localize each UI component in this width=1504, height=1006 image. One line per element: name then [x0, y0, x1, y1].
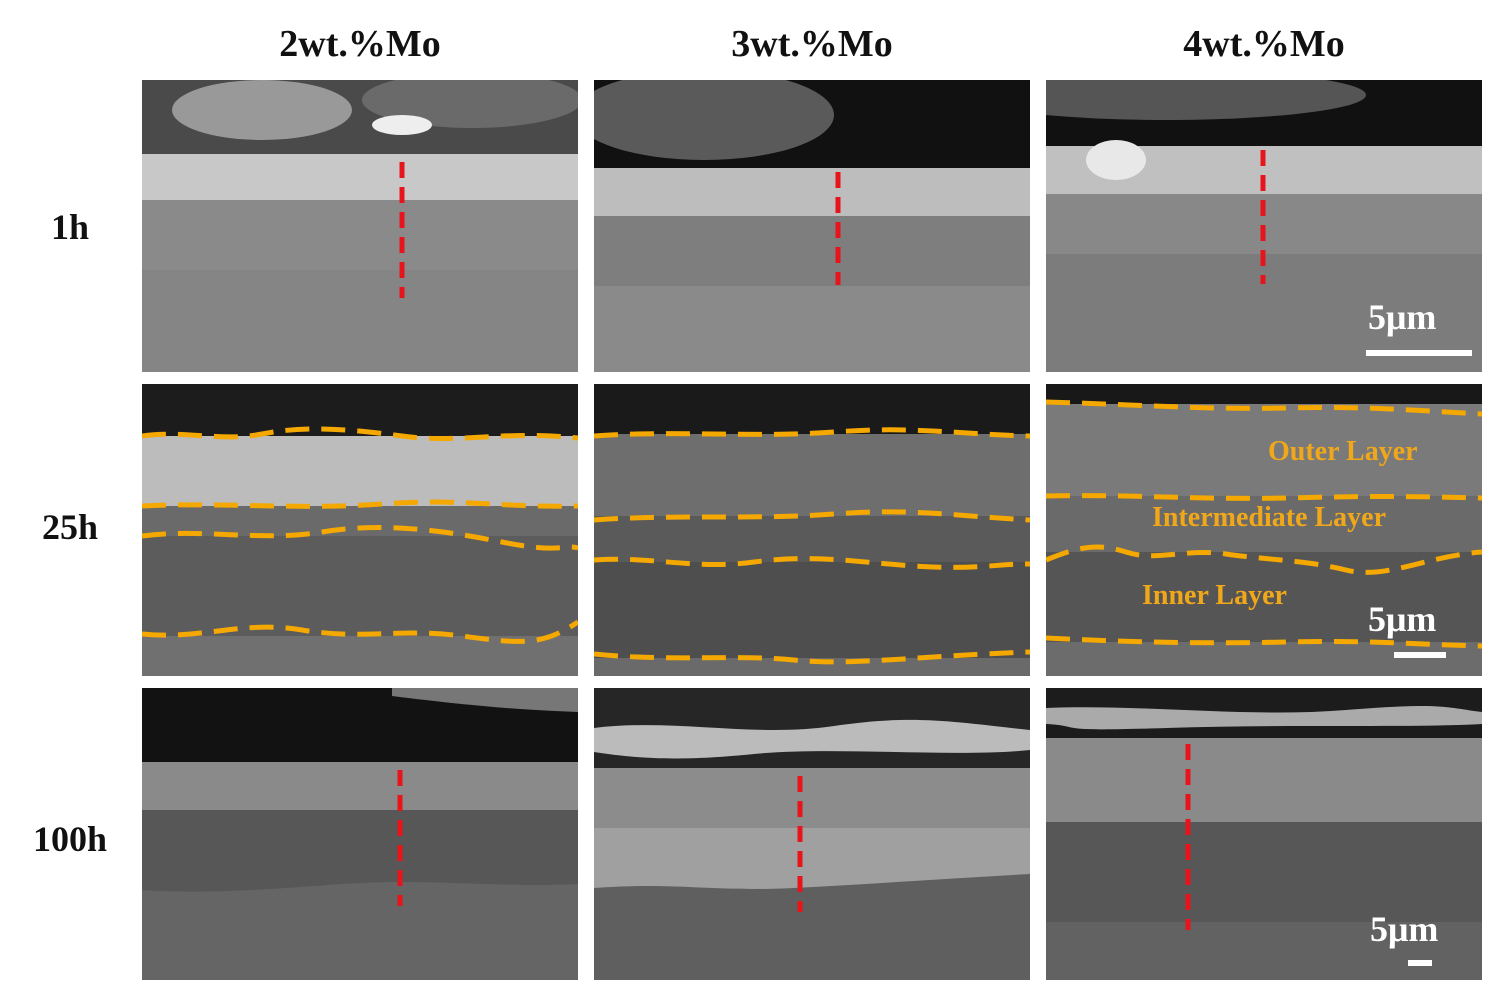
column-title-4wt-mo: 4wt.%Mo [1183, 23, 1345, 65]
row-label-25h: 25h [41, 507, 99, 547]
sem-panel-3wt-100h [594, 688, 1030, 980]
scale-bar [1366, 350, 1472, 356]
row-label-1h: 1h [50, 207, 90, 247]
scale-bar-label: 5μm [1370, 909, 1439, 949]
sem-panel-3wt-25h [594, 384, 1030, 676]
row-label-100h: 100h [32, 819, 108, 859]
inner-layer-label: Inner Layer [1142, 580, 1287, 611]
intermediate-layer-label: Intermediate Layer [1152, 502, 1387, 533]
sem-panel-2wt-1h [142, 80, 578, 372]
sem-panel-4wt-25h: Outer Layer Intermediate Layer Inner Lay… [1046, 384, 1482, 676]
sem-panel-3wt-1h [594, 80, 1030, 372]
scale-bar-label: 5μm [1368, 599, 1437, 639]
outer-layer-label: Outer Layer [1268, 436, 1418, 467]
sem-panel-2wt-25h [142, 384, 578, 676]
scale-bar [1408, 960, 1432, 966]
scale-bar-label: 5μm [1368, 297, 1437, 337]
sem-panel-4wt-100h: 5μm [1046, 688, 1482, 980]
sem-panel-2wt-100h [142, 688, 578, 980]
column-title-2wt-mo: 2wt.%Mo [279, 23, 441, 65]
column-title-3wt-mo: 3wt.%Mo [731, 23, 893, 65]
scale-bar [1394, 652, 1446, 658]
sem-panel-4wt-1h: 5μm [1046, 80, 1482, 372]
